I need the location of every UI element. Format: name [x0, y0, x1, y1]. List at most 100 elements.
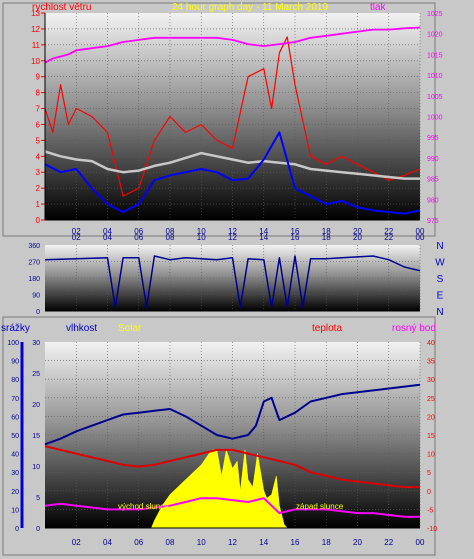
humidity-y-tick-label: 0	[36, 526, 40, 533]
compass-label: S	[437, 274, 444, 285]
bottom-x-tick-label: 06	[134, 538, 143, 547]
compass-label: N	[436, 241, 443, 252]
rain-y-tick-label: 100	[7, 340, 19, 347]
direction-y-tick-label: 90	[32, 293, 40, 300]
wind-y-tick-label: 0	[36, 216, 41, 225]
wind-y-tick-label: 1	[36, 200, 41, 209]
pressure-y-tick-label: 1020	[427, 32, 443, 39]
solar-area	[150, 449, 288, 529]
wind-y-tick-label: 4	[36, 152, 41, 161]
temperature-y-tick-label: 15	[427, 433, 435, 440]
pressure-line	[44, 26, 421, 64]
humidity-y-tick-label: 5	[36, 495, 40, 502]
temperature-y-tick-label: 25	[427, 396, 435, 403]
temperature-y-tick-label: -10	[427, 526, 437, 533]
wind-y-tick-label: 13	[31, 9, 40, 18]
wind-axis-label: rychlost větru	[32, 2, 91, 13]
top-x-tick-label: 16	[291, 227, 300, 236]
mid-x-tick-label: 06	[134, 233, 143, 242]
wind-y-tick-label: 3	[36, 168, 41, 177]
temperature-y-tick-label: 20	[427, 414, 435, 421]
wind-y-tick-label: 2	[36, 184, 41, 193]
top-x-tick-label: 02	[72, 227, 81, 236]
compass-label: W	[435, 258, 445, 269]
top-x-tick-label: 06	[134, 227, 143, 236]
mid-x-tick-label: 00	[416, 233, 425, 242]
pressure-y-tick-label: 990	[427, 156, 439, 163]
pressure-y-tick-label: 985	[427, 177, 439, 184]
solar-axis-label: Solar	[118, 323, 142, 334]
top-x-tick-label: 08	[166, 227, 175, 236]
mid-x-tick-label: 16	[291, 233, 300, 242]
pressure-y-tick-label: 1015	[427, 52, 443, 59]
wind-y-tick-label: 10	[31, 57, 40, 66]
dew-point-line	[44, 497, 420, 518]
rain-y-tick-label: 80	[11, 377, 19, 384]
humidity-y-tick-label: 15	[32, 433, 40, 440]
temperature-y-tick-label: 30	[427, 377, 435, 384]
rain-y-tick-label: 20	[11, 489, 19, 496]
axes: 02 04 06 08 10 12 14 16 18 20 22 000123456789101112…	[7, 9, 445, 547]
wind-y-tick-label: 8	[36, 89, 41, 98]
dew-point-axis-label: rosný bod	[392, 323, 436, 334]
bottom-x-tick-label: 08	[166, 538, 175, 547]
top-x-tick-label: 12	[228, 227, 237, 236]
humidity-y-tick-label: 10	[32, 464, 40, 471]
temperature-y-tick-label: 5	[427, 470, 431, 477]
mid-x-tick-label: 18	[322, 233, 331, 242]
direction-y-tick-label: 0	[36, 309, 40, 316]
bottom-x-tick-label: 10	[197, 538, 206, 547]
bottom-x-tick-label: 20	[353, 538, 362, 547]
sunrise-annotation: východ slunce	[118, 502, 169, 511]
direction-y-tick-label: 180	[28, 276, 40, 283]
bottom-x-tick-label: 22	[384, 538, 393, 547]
bottom-x-tick-label: 16	[291, 538, 300, 547]
pressure-y-tick-label: 975	[427, 218, 439, 225]
mid-x-tick-label: 12	[228, 233, 237, 242]
average-wind-line	[44, 131, 421, 215]
mid-x-tick-label: 22	[384, 233, 393, 242]
sunset-annotation: západ slunce	[296, 502, 344, 511]
wind-y-tick-label: 12	[31, 25, 40, 34]
bottom-x-tick-label: 14	[259, 538, 268, 547]
humidity-axis-label: vlhkost	[66, 323, 97, 334]
bottom-x-tick-label: 02	[72, 538, 81, 547]
compass-label: E	[437, 291, 444, 302]
rain-y-tick-label: 70	[11, 396, 19, 403]
pressure-axis-label: tlak	[370, 2, 387, 13]
pressure-y-tick-label: 1005	[427, 94, 443, 101]
compass-label: N	[436, 307, 443, 318]
pressure-y-tick-label: 1000	[427, 115, 443, 122]
bottom-x-tick-label: 18	[322, 538, 331, 547]
wind-y-tick-label: 11	[32, 41, 41, 50]
bottom-x-tick-label: 12	[228, 538, 237, 547]
temperature-y-tick-label: 35	[427, 359, 435, 366]
pressure-y-tick-label: 995	[427, 135, 439, 142]
humidity-line	[44, 383, 421, 446]
temperature-axis-label: teplota	[312, 323, 342, 334]
pressure-y-tick-label: 1025	[427, 11, 443, 18]
humidity-y-tick-label: 25	[32, 371, 40, 378]
direction-y-tick-label: 360	[28, 243, 40, 250]
gust-line	[44, 36, 421, 197]
rain-y-tick-label: 10	[11, 507, 19, 514]
rain-y-tick-label: 40	[11, 452, 19, 459]
wind-y-tick-label: 7	[36, 105, 41, 114]
temperature-line	[44, 445, 420, 489]
mid-x-tick-label: 20	[353, 233, 362, 242]
chart-title: 24 hour graph day - 11 March 2019	[172, 2, 328, 13]
gridlines	[45, 13, 421, 528]
rain-axis-label: srážky	[1, 323, 30, 334]
mid-x-tick-label: 04	[103, 233, 112, 242]
wind-y-tick-label: 5	[36, 136, 41, 145]
smoothed-wind-line	[44, 150, 420, 180]
top-x-tick-label: 22	[384, 227, 393, 236]
temperature-y-tick-label: 0	[427, 489, 431, 496]
pressure-y-tick-label: 980	[427, 197, 439, 204]
top-x-tick-label: 10	[197, 227, 206, 236]
rain-y-tick-label: 50	[11, 433, 19, 440]
temperature-y-tick-label: -5	[427, 507, 433, 514]
plot-series	[44, 26, 421, 529]
